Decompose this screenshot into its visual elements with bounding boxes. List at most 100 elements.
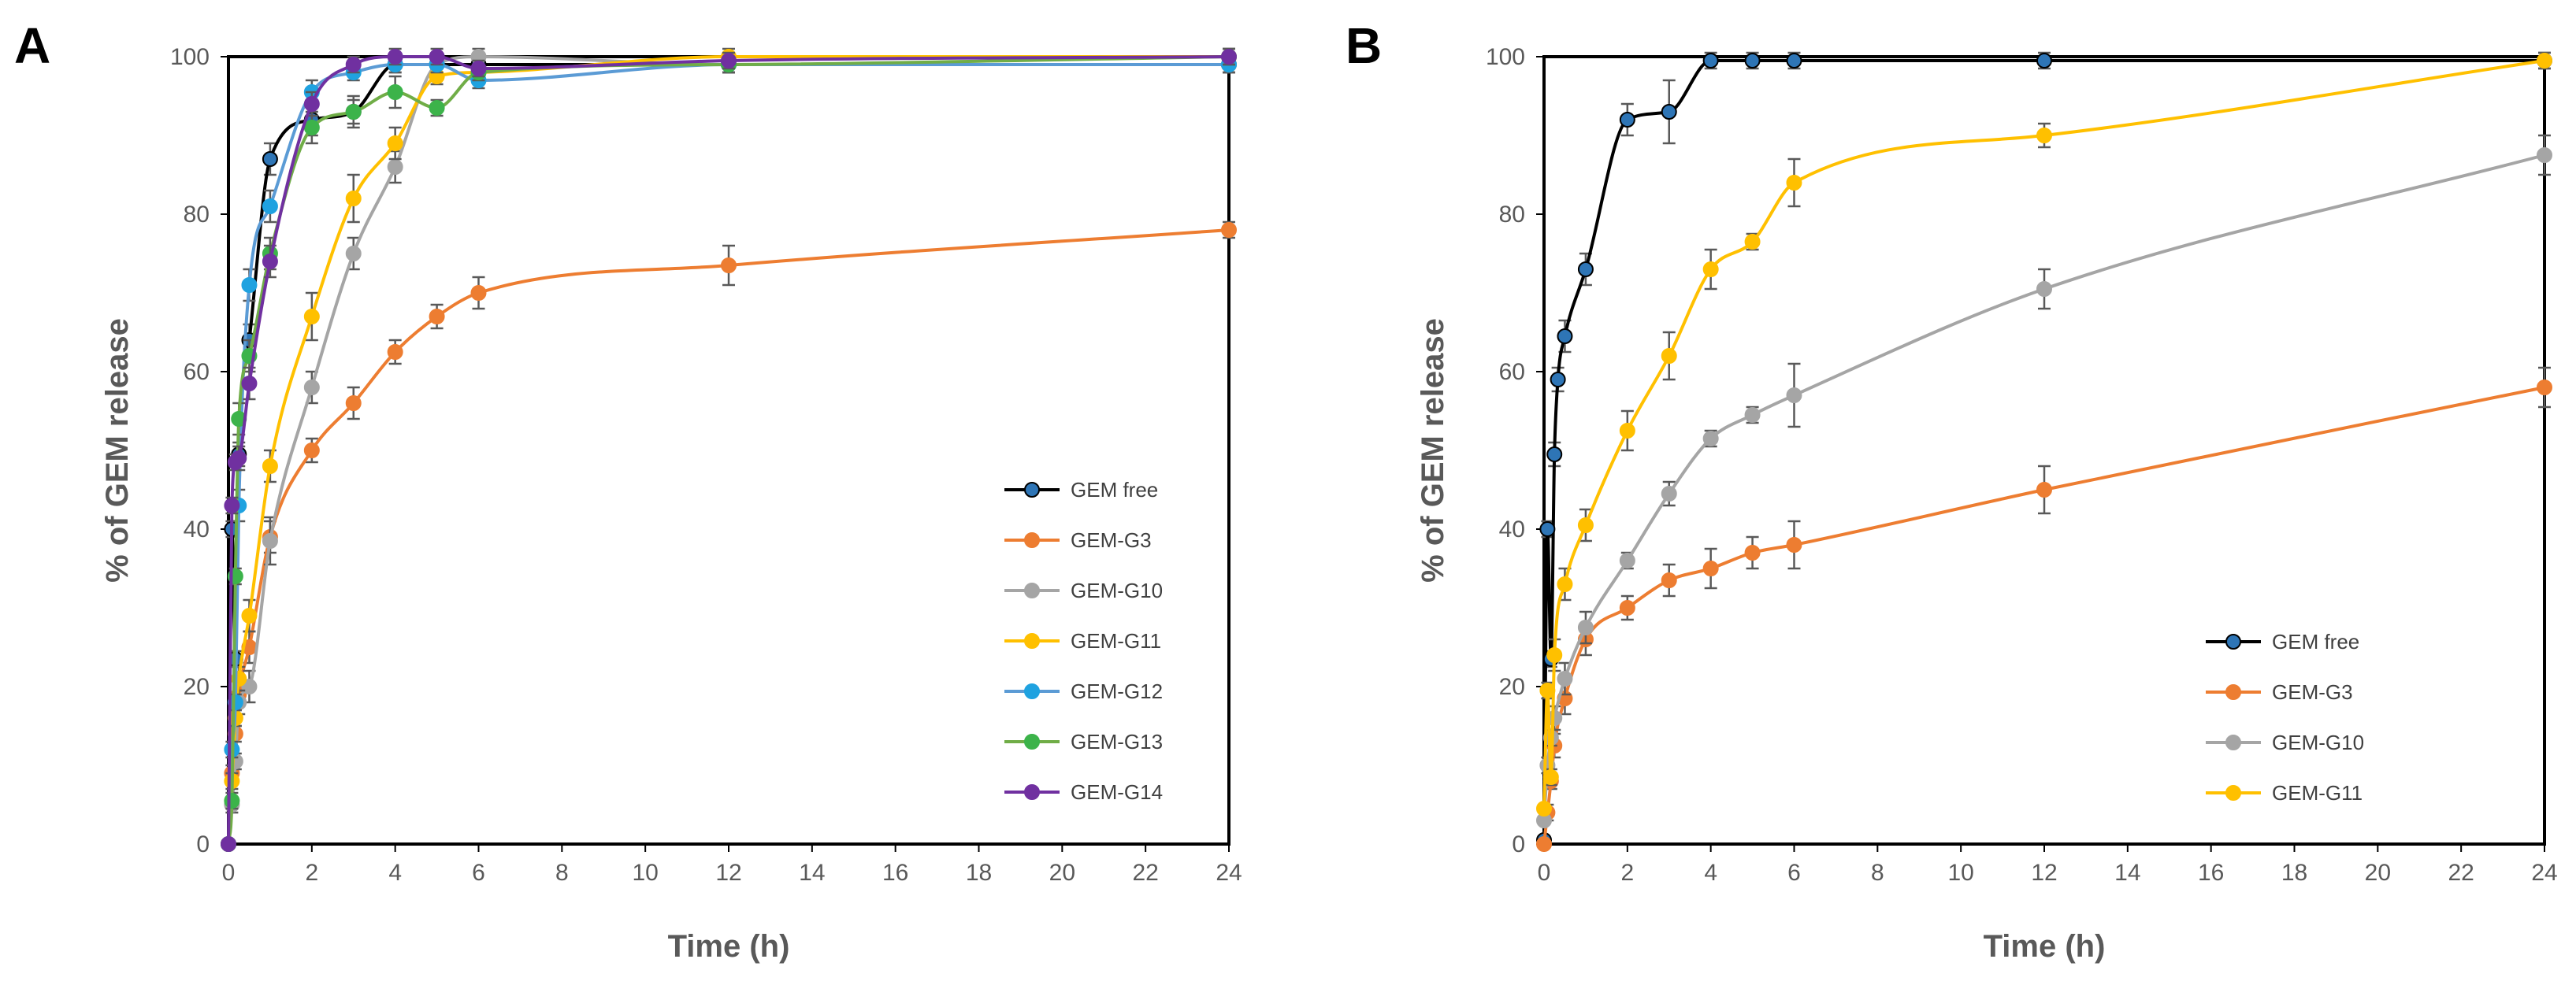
legend-item: GEM-G14 [1004,780,1163,804]
legend-label: GEM-G10 [2272,731,2364,754]
series-gem-g14 [221,47,1237,852]
data-point [1539,683,1556,698]
data-point [303,120,320,135]
panel-b-x-ticks: 0 2 4 6 8 10 12 14 16 18 20 22 24 [1538,844,2558,886]
panel-a-label: A [14,17,50,74]
panel-b-label: B [1346,17,1382,74]
x-tick-label: 0 [222,860,236,886]
legend-item: GEM-G11 [1004,629,1161,653]
x-tick-label: 14 [2114,860,2140,886]
data-point [345,191,362,206]
data-point [345,395,362,411]
x-tick-label: 22 [1132,860,1158,886]
data-point [429,100,445,116]
data-point [345,246,362,261]
data-point [1619,553,1635,568]
data-point [2537,147,2552,163]
legend-item: GEM free [2206,630,2359,654]
legend-label: GEM-G13 [1071,730,1163,754]
data-point [2537,380,2552,395]
data-point [387,159,403,175]
data-point [345,57,362,72]
legend-label: GEM free [1071,478,1158,502]
data-point [1661,348,1677,364]
data-point [1702,53,1719,69]
legend-label: GEM-G3 [2272,680,2353,704]
data-point [224,793,240,809]
y-tick-label: 0 [1512,831,1525,857]
legend-label: GEM-G11 [2272,781,2363,805]
legend-item: GEM-G10 [2206,731,2364,754]
data-point [1786,53,1802,69]
data-point [1702,261,1719,277]
data-point [1546,446,1563,462]
x-tick-label: 12 [715,860,741,886]
data-point [241,376,258,391]
y-tick-label: 100 [1486,44,1525,70]
x-tick-label: 14 [799,860,825,886]
data-point [1786,387,1802,403]
x-tick-label: 24 [1216,860,1242,886]
data-point [1221,222,1237,238]
x-tick-label: 16 [882,860,908,886]
data-point [1536,836,1552,852]
x-tick-label: 22 [2448,860,2474,886]
data-point [1619,112,1635,128]
x-tick-label: 20 [2365,860,2391,886]
x-tick-label: 0 [1538,860,1551,886]
data-point [1550,372,1566,387]
panel-b: B Time (h) % of GEM release 0 2 4 6 8 10 12 14 1… [1346,17,2558,964]
legend-item: GEM-G3 [2206,680,2353,704]
data-point [2036,281,2052,297]
legend-swatch-marker [1024,734,1040,750]
data-point [1546,647,1563,663]
data-point [1661,572,1677,588]
data-point [470,285,487,301]
y-tick-label: 20 [1499,674,1525,700]
data-point [1744,545,1761,561]
data-point [1744,53,1761,69]
data-point [429,49,445,65]
data-point [721,257,737,273]
legend-swatch-marker [1024,683,1040,699]
panel-a-legend: GEM free GEM-G3 GEM-G10 GEM-G11 GEM-G12 GEM-G… [1004,478,1163,804]
legend-swatch-marker [2225,634,2241,650]
panel-a-series [221,47,1237,852]
y-tick-label: 60 [1499,359,1525,385]
data-point [1542,769,1559,785]
data-point [262,458,278,474]
legend-swatch-marker [2225,785,2241,801]
data-point [241,277,258,293]
data-point [1619,423,1635,439]
legend-item: GEM-G12 [1004,680,1163,703]
data-point [470,61,487,76]
x-tick-label: 18 [966,860,992,886]
data-point [1221,49,1237,65]
x-tick-label: 16 [2198,860,2224,886]
x-tick-label: 4 [388,860,402,886]
y-tick-label: 60 [184,359,210,385]
legend-label: GEM-G14 [1071,780,1163,804]
data-point [1744,407,1761,423]
panel-b-y-ticks: 0 20 40 60 80 100 [1486,44,1544,857]
data-point [2537,53,2552,69]
legend-swatch-marker [2225,735,2241,750]
data-point [387,49,403,65]
data-point [387,135,403,151]
legend-item: GEM-G10 [1004,579,1163,602]
y-tick-label: 20 [184,674,210,700]
data-point [303,96,320,112]
data-point [303,380,320,395]
data-point [1557,671,1573,687]
data-point [262,151,278,167]
data-point [2036,482,2052,498]
x-tick-label: 6 [472,860,485,886]
data-point [1557,576,1573,592]
data-point [387,344,403,360]
panel-b-series [1536,51,2552,852]
panel-a-x-ticks: 0 2 4 6 8 10 12 14 16 18 20 22 24 [222,844,1242,886]
data-point [241,608,258,624]
x-tick-label: 24 [2531,860,2557,886]
